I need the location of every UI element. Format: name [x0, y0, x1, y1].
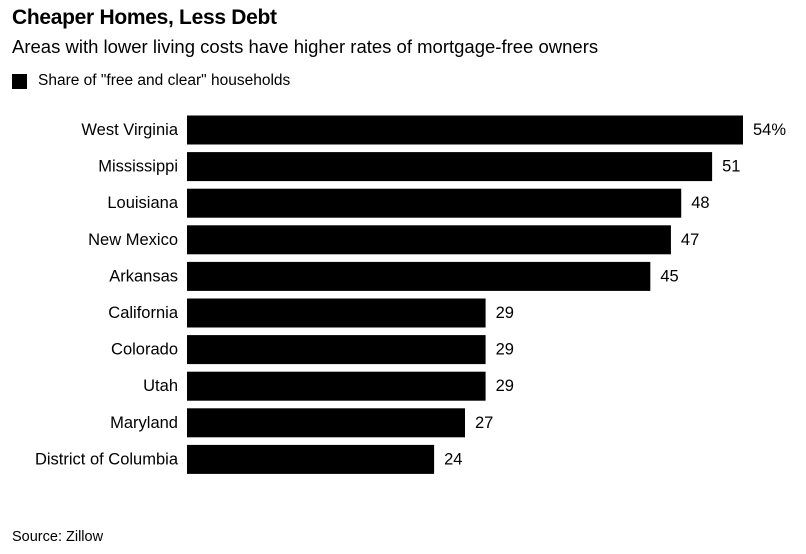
- category-label: New Mexico: [88, 231, 178, 249]
- bar: [187, 152, 713, 182]
- bar: [187, 444, 435, 474]
- value-label: 48: [691, 194, 709, 212]
- chart-legend: Share of "free and clear" households: [12, 71, 290, 91]
- bar: [187, 188, 682, 218]
- category-label: Colorado: [111, 341, 178, 359]
- chart-subtitle: Areas with lower living costs have highe…: [12, 36, 599, 57]
- bar-chart: West Virginia 54% Mississippi 51 Louisiana 48…: [35, 115, 786, 474]
- category-label: Mississippi: [98, 158, 178, 176]
- bar: [187, 408, 465, 438]
- value-label: 27: [475, 414, 493, 432]
- value-label: 45: [660, 267, 678, 285]
- bar: [187, 225, 671, 255]
- bar: [187, 371, 486, 401]
- value-label: 29: [496, 341, 514, 359]
- value-label: 29: [496, 304, 514, 322]
- category-label: Maryland: [110, 414, 178, 432]
- legend-swatch: [12, 73, 27, 89]
- chart-title: Cheaper Homes, Less Debt: [12, 6, 277, 29]
- category-label: West Virginia: [81, 121, 178, 139]
- value-label: 47: [681, 231, 699, 249]
- bar: [187, 115, 743, 145]
- source-note: Source: Zillow: [12, 529, 104, 545]
- value-label: 29: [496, 377, 514, 395]
- bar: [187, 298, 486, 328]
- category-label: California: [108, 304, 179, 322]
- value-label: 54%: [753, 121, 786, 139]
- bar: [187, 335, 486, 365]
- category-label: Arkansas: [109, 267, 178, 285]
- bar: [187, 261, 651, 291]
- legend-label: Share of "free and clear" households: [38, 72, 291, 89]
- category-label: Utah: [143, 377, 178, 395]
- value-label: 51: [722, 158, 740, 176]
- category-label: Louisiana: [107, 194, 178, 212]
- category-label: District of Columbia: [35, 450, 179, 468]
- value-label: 24: [444, 450, 462, 468]
